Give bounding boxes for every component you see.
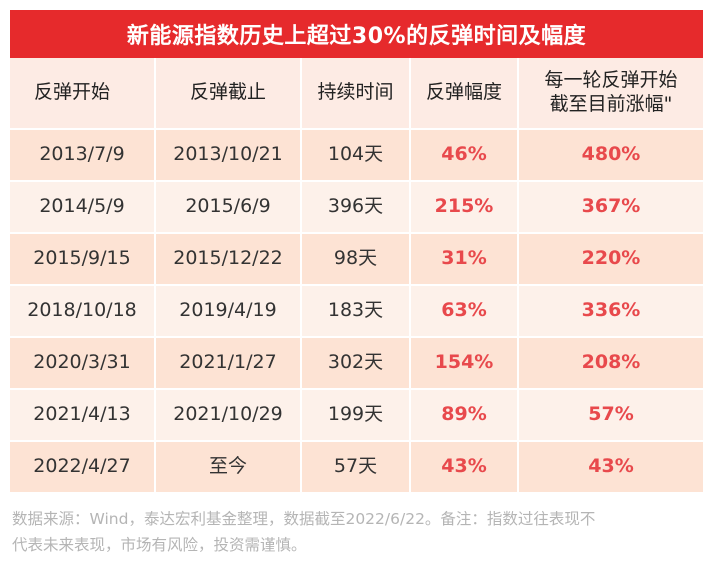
cell-gain-since: 43% xyxy=(588,455,634,478)
cell-end: 2019/4/19 xyxy=(156,286,302,336)
cell-gain-since: 336% xyxy=(581,299,641,322)
table-row: 2018/10/18 2019/4/19 183天 63% 336% xyxy=(10,286,703,338)
table-row: 2020/3/31 2021/1/27 302天 154% 208% xyxy=(10,338,703,390)
cell-duration: 199天 xyxy=(302,390,411,440)
rebound-table: 反弹开始 反弹截止 持续时间 反弹幅度 每一轮反弹开始 截至目前涨幅" 2013… xyxy=(10,58,703,494)
cell-start: 2015/9/15 xyxy=(10,234,156,284)
cell-duration: 98天 xyxy=(302,234,411,284)
cell-end: 2021/1/27 xyxy=(156,338,302,388)
header-rebound-end: 反弹截止 xyxy=(156,58,302,128)
cell-start: 2013/7/9 xyxy=(10,130,156,180)
table-row: 2022/4/27 至今 57天 43% 43% xyxy=(10,442,703,494)
cell-magnitude: 63% xyxy=(411,286,519,336)
cell-gain-since: 220% xyxy=(581,247,641,270)
cell-start: 2022/4/27 xyxy=(10,442,156,492)
cell-end: 至今 xyxy=(156,442,302,492)
cell-duration: 396天 xyxy=(302,182,411,232)
cell-gain-since: 367% xyxy=(581,195,641,218)
cell-magnitude: 43% xyxy=(411,442,519,492)
header-gain-line1: 每一轮反弹开始 xyxy=(544,69,678,92)
cell-magnitude: 31% xyxy=(411,234,519,284)
cell-magnitude: 154% xyxy=(411,338,519,388)
cell-start: 2014/5/9 xyxy=(10,182,156,232)
cell-duration: 104天 xyxy=(302,130,411,180)
table-row: 2014/5/9 2015/6/9 396天 215% 367% xyxy=(10,182,703,234)
cell-magnitude: 215% xyxy=(411,182,519,232)
header-gain-since-start: 每一轮反弹开始 截至目前涨幅" xyxy=(519,58,703,128)
cell-start: 2020/3/31 xyxy=(10,338,156,388)
header-duration: 持续时间 xyxy=(302,58,411,128)
cell-gain-since: 480% xyxy=(581,143,641,166)
table-header-row: 反弹开始 反弹截止 持续时间 反弹幅度 每一轮反弹开始 截至目前涨幅" xyxy=(10,58,703,130)
source-note-line1: 数据来源：Wind，泰达宏利基金整理，数据截至2022/6/22。备注：指数过往… xyxy=(12,510,596,528)
cell-end: 2015/6/9 xyxy=(156,182,302,232)
table-row: 2015/9/15 2015/12/22 98天 31% 220% xyxy=(10,234,703,286)
header-rebound-magnitude: 反弹幅度 xyxy=(411,58,519,128)
table-row: 2013/7/9 2013/10/21 104天 46% 480% xyxy=(10,130,703,182)
cell-gain-since: 208% xyxy=(581,351,641,374)
table-row: 2021/4/13 2021/10/29 199天 89% 57% xyxy=(10,390,703,442)
cell-end: 2021/10/29 xyxy=(156,390,302,440)
cell-duration: 183天 xyxy=(302,286,411,336)
cell-duration: 302天 xyxy=(302,338,411,388)
cell-end: 2013/10/21 xyxy=(156,130,302,180)
source-note: 数据来源：Wind，泰达宏利基金整理，数据截至2022/6/22。备注：指数过往… xyxy=(12,506,705,558)
cell-start: 2021/4/13 xyxy=(10,390,156,440)
source-note-line2: 代表未来表现，市场有风险，投资需谨慎。 xyxy=(12,536,307,554)
cell-duration: 57天 xyxy=(302,442,411,492)
table-title: 新能源指数历史上超过30%的反弹时间及幅度 xyxy=(10,10,703,58)
cell-magnitude: 89% xyxy=(411,390,519,440)
cell-start: 2018/10/18 xyxy=(10,286,156,336)
header-gain-line2: 截至目前涨幅" xyxy=(549,93,673,115)
cell-gain-since: 57% xyxy=(588,403,634,426)
cell-end: 2015/12/22 xyxy=(156,234,302,284)
header-rebound-start: 反弹开始 xyxy=(10,58,156,128)
cell-magnitude: 46% xyxy=(411,130,519,180)
